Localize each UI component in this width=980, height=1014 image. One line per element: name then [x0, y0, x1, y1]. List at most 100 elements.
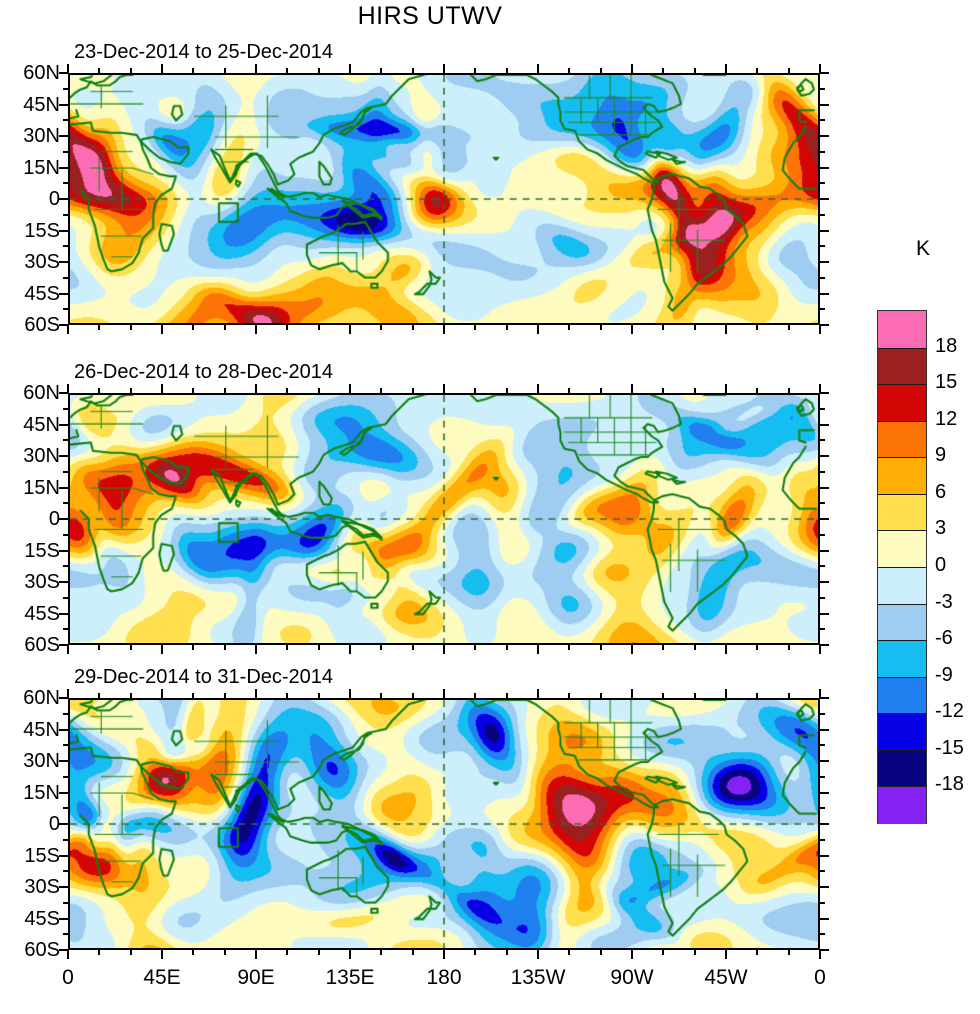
colorbar-tick-neg12: -12 — [935, 700, 964, 723]
y-tick-label-p2-15S: 15S — [24, 539, 60, 562]
y-minor-tick — [820, 213, 825, 216]
x-minor-tick — [223, 388, 226, 393]
y-minor-tick — [63, 213, 68, 216]
x-tick-mark — [161, 64, 163, 73]
colorbar[interactable] — [877, 310, 927, 824]
x-minor-tick — [693, 325, 696, 330]
x-tick-label-135W: 135W — [510, 966, 566, 989]
x-minor-tick — [568, 950, 571, 955]
x-minor-tick — [693, 645, 696, 650]
y-tick-mark — [820, 72, 829, 74]
x-tick-mark — [255, 64, 257, 73]
y-minor-tick — [63, 276, 68, 279]
colorbar-band-deep-blue[interactable] — [878, 713, 926, 751]
x-minor-tick — [693, 950, 696, 955]
x-minor-tick — [505, 388, 508, 393]
map-panel-3[interactable] — [68, 698, 820, 950]
colorbar-band-pale-yellow[interactable] — [878, 530, 926, 568]
y-tick-label-15N: 15N — [23, 156, 60, 179]
x-tick-mark — [349, 325, 351, 334]
y-tick-mark — [59, 518, 68, 520]
x-tick-mark — [819, 325, 821, 334]
x-minor-tick — [129, 388, 132, 393]
y-minor-tick — [63, 182, 68, 185]
x-tick-label-90W: 90W — [610, 966, 654, 989]
x-minor-tick — [787, 645, 790, 650]
x-tick-mark — [161, 689, 163, 698]
y-minor-tick — [63, 838, 68, 841]
x-minor-tick — [286, 693, 289, 698]
x-minor-tick — [380, 325, 383, 330]
x-minor-tick — [411, 645, 414, 650]
y-tick-label-p3-15N: 15N — [23, 781, 60, 804]
colorbar-band-light-blue[interactable] — [878, 603, 926, 642]
colorbar-band-dark-red[interactable] — [878, 347, 926, 386]
x-minor-tick — [98, 68, 101, 73]
y-tick-label-30S: 30S — [24, 251, 60, 273]
x-minor-tick — [599, 68, 602, 73]
x-tick-mark — [819, 689, 821, 698]
colorbar-band-red[interactable] — [878, 384, 926, 422]
x-tick-mark — [161, 645, 163, 654]
colorbar-band-blue[interactable] — [878, 676, 926, 715]
colorbar-band-pale-cyan[interactable] — [878, 567, 926, 605]
y-minor-tick — [820, 933, 825, 936]
x-tick-mark — [537, 645, 539, 654]
y-minor-tick — [63, 87, 68, 90]
x-minor-tick — [568, 325, 571, 330]
x-tick-mark — [725, 689, 727, 698]
y-tick-label-p2-0: 0 — [48, 508, 60, 530]
colorbar-band-cyan[interactable] — [878, 640, 926, 678]
colorbar-band-yellow[interactable] — [878, 493, 926, 532]
x-minor-tick — [474, 68, 477, 73]
colorbar-band-orange-red[interactable] — [878, 420, 926, 459]
y-minor-tick — [820, 838, 825, 841]
colorbar-band-pink[interactable] — [878, 311, 926, 348]
x-minor-tick — [787, 950, 790, 955]
y-tick-label-p3-0: 0 — [48, 813, 60, 835]
x-tick-mark — [725, 950, 727, 959]
y-minor-tick — [63, 533, 68, 536]
x-minor-tick — [505, 68, 508, 73]
map-panel-2[interactable] — [68, 393, 820, 645]
x-tick-mark — [819, 384, 821, 393]
x-minor-tick — [756, 645, 759, 650]
x-minor-tick — [286, 325, 289, 330]
y-minor-tick — [820, 901, 825, 904]
map-plot-area-3[interactable] — [70, 700, 818, 948]
y-tick-mark — [820, 760, 829, 762]
y-tick-label-p2-45S: 45S — [24, 602, 60, 625]
x-minor-tick — [192, 950, 195, 955]
colorbar-tick-neg15: -15 — [935, 736, 964, 759]
y-minor-tick — [63, 870, 68, 873]
map-plot-area-1[interactable] — [70, 75, 818, 323]
y-tick-mark — [59, 261, 68, 263]
x-tick-mark — [67, 325, 69, 334]
y-minor-tick — [820, 407, 825, 410]
colorbar-band-navy[interactable] — [878, 749, 926, 788]
x-minor-tick — [662, 325, 665, 330]
y-minor-tick — [820, 565, 825, 568]
x-minor-tick — [317, 68, 320, 73]
x-minor-tick — [380, 950, 383, 955]
x-minor-tick — [223, 693, 226, 698]
x-tick-mark — [255, 384, 257, 393]
map-plot-area-2[interactable] — [70, 395, 818, 643]
y-tick-mark — [59, 612, 68, 615]
y-tick-label-p3-30S: 30S — [24, 876, 60, 898]
x-minor-tick — [317, 645, 320, 650]
y-tick-mark — [820, 728, 829, 731]
colorbar-band-orange[interactable] — [878, 457, 926, 495]
colorbar-tick-neg6: -6 — [935, 627, 953, 650]
y-minor-tick — [63, 596, 68, 599]
x-minor-tick — [129, 693, 132, 698]
y-tick-mark — [820, 644, 829, 646]
x-minor-tick — [787, 388, 790, 393]
x-minor-tick — [192, 645, 195, 650]
y-tick-mark — [820, 791, 829, 794]
y-tick-label-45S: 45S — [24, 282, 60, 305]
colorbar-band-violet[interactable] — [878, 786, 926, 824]
map-panel-1[interactable] — [68, 73, 820, 325]
x-tick-mark — [725, 325, 727, 334]
y-minor-tick — [63, 470, 68, 473]
